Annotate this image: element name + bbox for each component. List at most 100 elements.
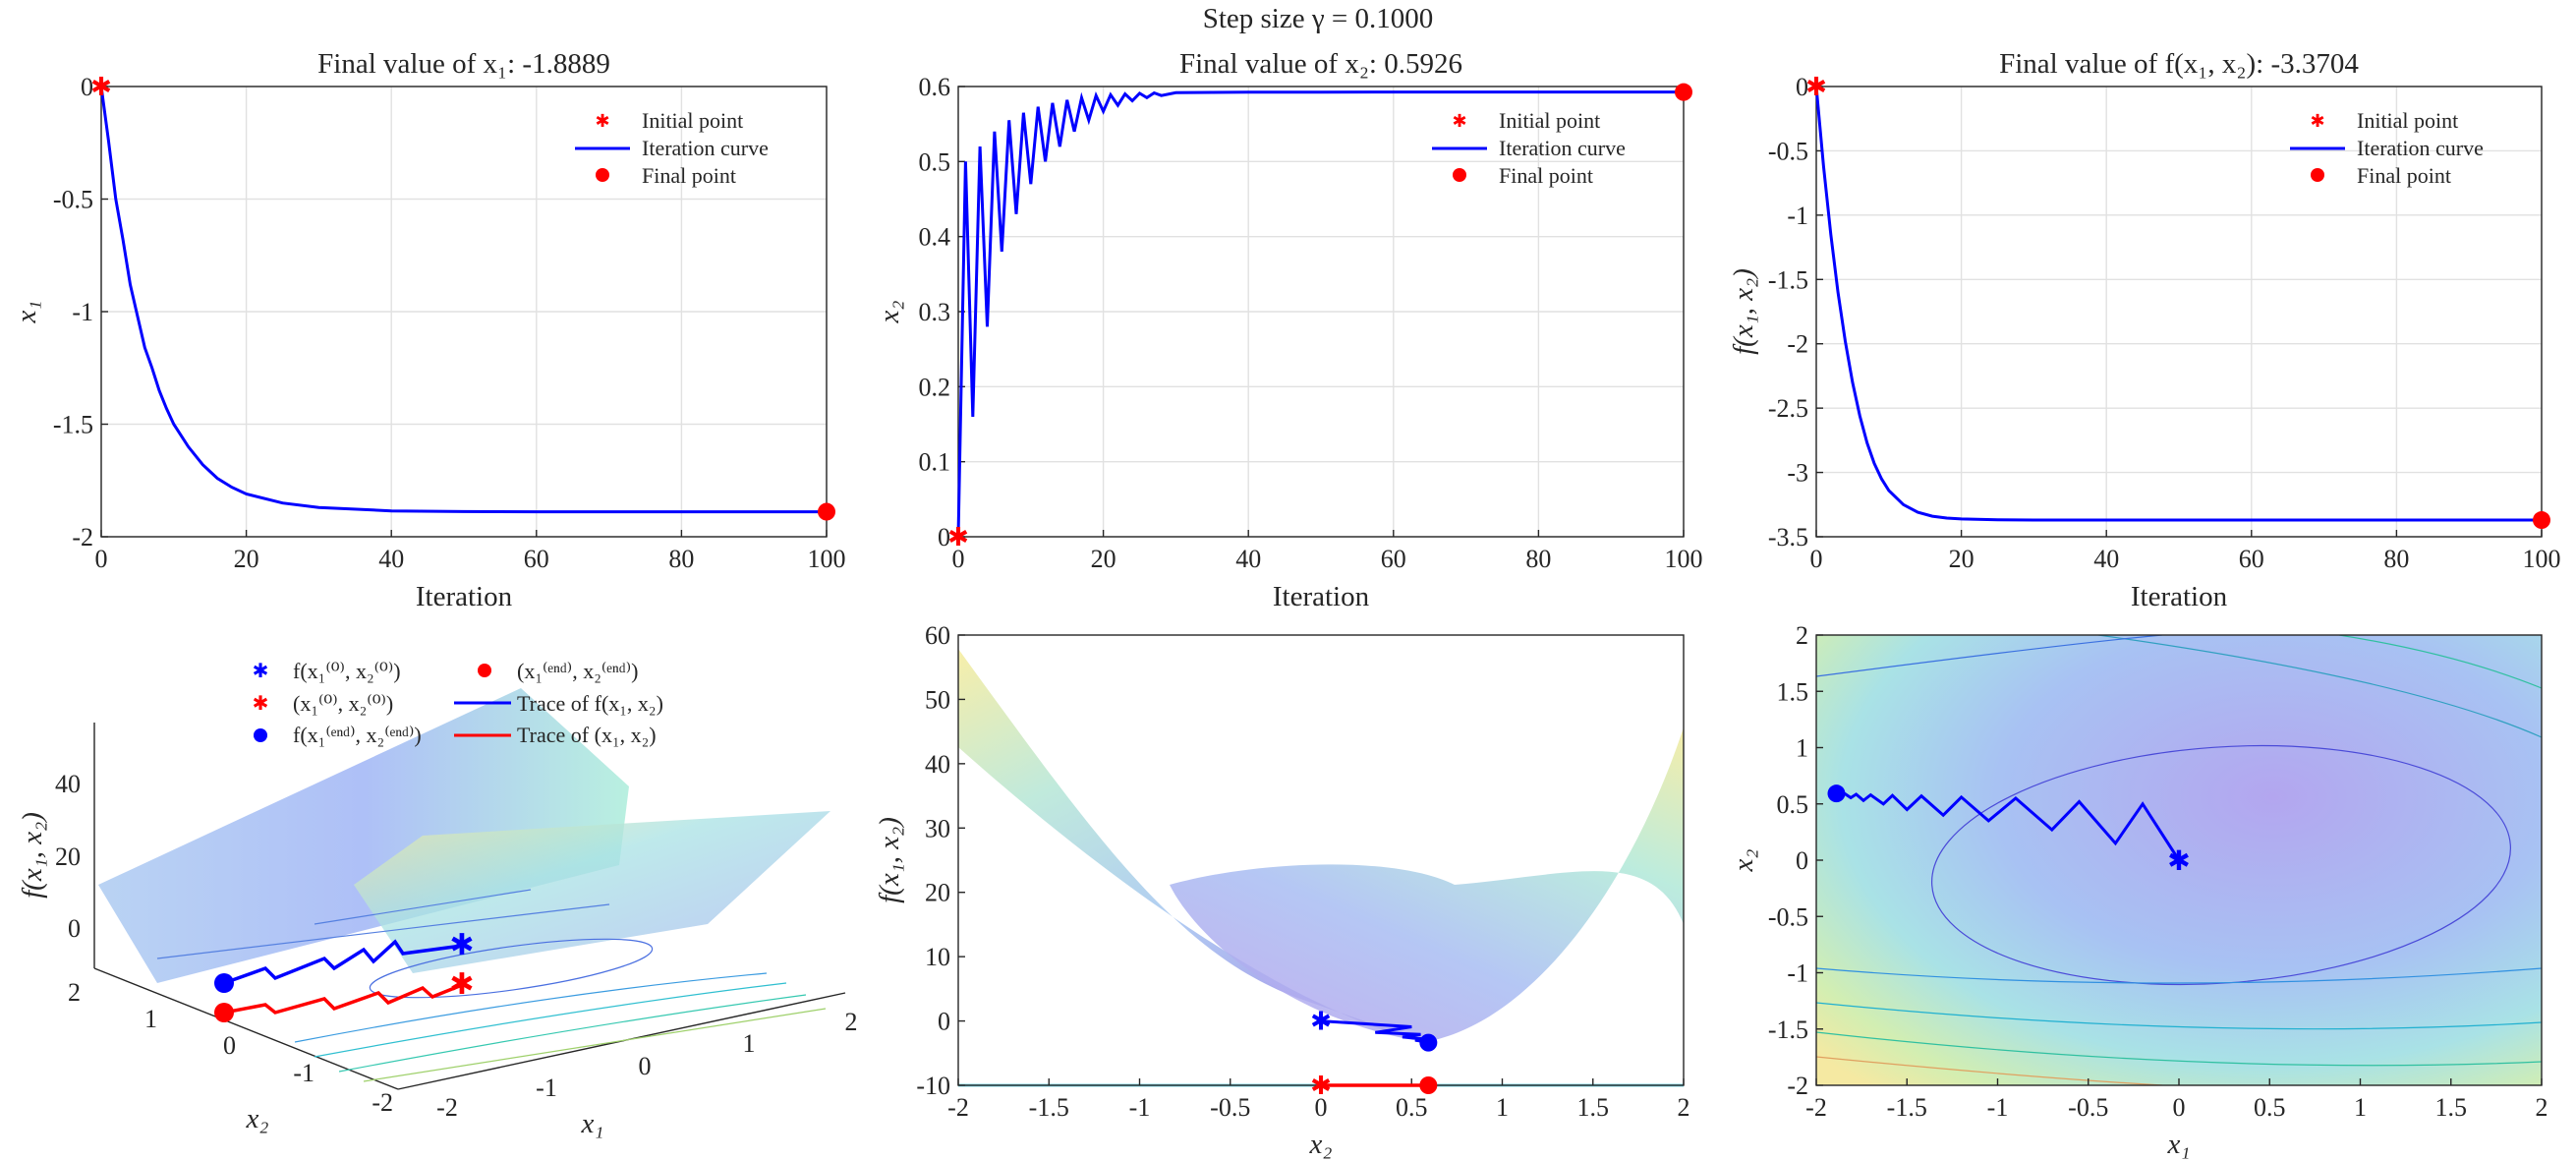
p1-ytick-4: 0.4 [919,223,951,252]
p1-legend-marker-2 [1453,168,1466,182]
p2-legend-marker-2 [2311,168,2324,182]
p1-xtick-3: 60 [1381,545,1406,573]
contour-level-8 [1816,635,2163,677]
surface3d-x1tick-2: 0 [639,1052,652,1080]
contour-ytick-2: 1 [1796,734,1808,763]
p2-legend-marker-0: ✱ [2310,111,2324,131]
contour-xtick-5: 0.5 [2254,1093,2286,1122]
p0-xtick-2: 40 [378,545,404,573]
p2-ytick-0: 0 [1796,73,1808,101]
p0-series-line [99,86,827,514]
p0-xtick-0: 0 [95,545,108,573]
p2-ytick-5: -2.5 [1768,394,1808,423]
panel2-data: ✱ [947,83,1692,551]
p1-ytick-1: 0.1 [919,448,951,477]
p0-legend-label-0: Initial point [642,108,743,133]
legend3d-label-0: f(x₁⁽⁰⁾, x₂⁽⁰⁾) [293,659,401,683]
contour-level-3 [1816,1002,2542,1030]
p1-xtick-1: 20 [1091,545,1116,573]
p1-series-line [956,90,1684,538]
contour-ytick-3: 0.5 [1777,790,1809,819]
surface3d-contour-7 [314,889,532,925]
contour-level-4 [1816,1031,2542,1067]
p0-legend-label-1: Iteration curve [642,136,769,160]
side-surface-right-sheet [1170,727,1684,1042]
surface3d-contour-4 [338,994,807,1073]
p1-final-point [1675,83,1692,101]
side-xtick-2: -1 [1129,1093,1151,1122]
side-ytick-2: 40 [925,750,950,779]
p0-initial-point: ✱ [90,73,112,101]
p0-ytick-2: -1 [72,298,93,326]
surface3d-x2tick-1: 1 [144,1005,157,1033]
legend3d-marker-2 [254,728,267,742]
p1-xtick-0: 0 [952,545,965,573]
contour-ytick-8: -2 [1787,1072,1808,1100]
contour-xtick-4: 0 [2173,1093,2186,1122]
p0-xtick-3: 60 [524,545,549,573]
side-initial-point-plane: ✱ [1310,1072,1332,1100]
p1-legend-label-2: Final point [1499,163,1593,188]
side-ticks: -2 -1.5 -1 -0.5 0 0.5 1 1.5 2 60 50 40 30 20 10 0 -10 [916,621,1689,1122]
contour-xtick-7: 1.5 [2435,1093,2468,1122]
surface3d-ztick-20: 20 [55,842,81,871]
side-xtick-5: 0.5 [1396,1093,1428,1122]
p0-legend-label-2: Final point [642,163,736,188]
side-xtick-3: -0.5 [1210,1093,1250,1122]
panel-contour: -2 -1.5 -1 -0.5 0 0.5 1 1.5 2 2 1.5 1 0.5 0 -0.5 -1 -1.5… [1728,621,2548,1160]
surface3d-legend: ✱ f(x₁⁽⁰⁾, x₂⁽⁰⁾) ✱ (x₁⁽⁰⁾, x₂⁽⁰⁾) f(x₁⁽… [253,659,663,747]
p2-legend-label-0: Initial point [2357,108,2458,133]
p2-xtick-4: 80 [2383,545,2409,573]
p2-ytick-6: -3 [1787,459,1808,488]
surface3d-x2tick-3: -1 [293,1059,315,1087]
side-xlabel: x₂ [1309,1129,1333,1160]
side-ytick-5: 10 [925,943,950,971]
surface3d-contours [156,889,827,1082]
surface3d-ztick-0: 0 [68,914,81,943]
side-surface [958,649,1684,1042]
side-final-point-f [1419,1033,1438,1052]
contour-xlabel: x₁ [2167,1129,2191,1160]
p1-ytick-6: 0.6 [919,73,951,101]
panel-3d-surface: ✱ ✱ 0 20 40 2 1 0 -1 -2 -2 -1 0 1 2 f(x₁… [17,659,858,1139]
side-ytick-7: -10 [916,1072,950,1100]
p0-xtick-1: 20 [234,545,259,573]
panel1-xlabel: Iteration [416,581,513,612]
legend3d-marker-1: ✱ [253,693,269,715]
p0-ytick-3: -1.5 [53,411,93,439]
p1-legend-label-1: Iteration curve [1499,136,1626,160]
surface3d-x2label: x₂ [246,1103,269,1134]
figure-suptitle: Step size γ = 0.1000 [1203,3,1434,34]
surface3d-x2tick-2: 0 [223,1031,236,1060]
contour-ylabel: x₂ [1728,849,1759,873]
legend3d-label-1: (x₁⁽⁰⁾, x₂⁽⁰⁾) [293,691,393,716]
contour-xtick-0: -2 [1805,1093,1827,1122]
panel3-data: ✱ [1805,73,2550,530]
contour-ytick-7: -1.5 [1768,1016,1808,1044]
panel1-ticks: 0 20 40 60 80 100 0 -0.5 -1 -1.5 -2 [53,73,846,573]
panel2-legend: ✱ Initial point Iteration curve Final point [1432,108,1626,188]
side-ytick-1: 50 [925,685,950,714]
contour-ticks: -2 -1.5 -1 -0.5 0 0.5 1 1.5 2 2 1.5 1 0.5 0 -0.5 -1 -1.5… [1768,621,2548,1122]
panel3-title: Final value of f(x₁, x₂): -3.3704 [1999,48,2359,80]
contour-data: ✱ [1827,784,2191,877]
p2-xtick-5: 100 [2523,545,2561,573]
surface3d-x1tick-1: -1 [536,1074,557,1102]
legend3d-marker-0: ✱ [253,661,269,682]
surface3d-contour-5 [363,1008,827,1082]
p2-xtick-3: 60 [2239,545,2264,573]
surface3d-x2tick-0: 2 [68,978,81,1007]
panel3-axes [1815,86,2543,538]
p1-xtick-5: 100 [1665,545,1703,573]
p2-ytick-1: -0.5 [1768,137,1808,165]
contour-level-6 [2097,635,2542,738]
surface3d-x1tick-0: -2 [436,1093,458,1122]
surface3d-x2tick-4: -2 [372,1088,393,1117]
p2-legend-label-1: Iteration curve [2357,136,2484,160]
p1-ytick-0: 0 [938,523,950,551]
contour-ytick-0: 2 [1796,621,1808,650]
panel3-xlabel: Iteration [2131,581,2228,612]
surface3d-initial-point-plane: ✱ [449,968,474,1001]
p1-initial-point: ✱ [947,523,969,551]
p2-xtick-0: 0 [1810,545,1823,573]
